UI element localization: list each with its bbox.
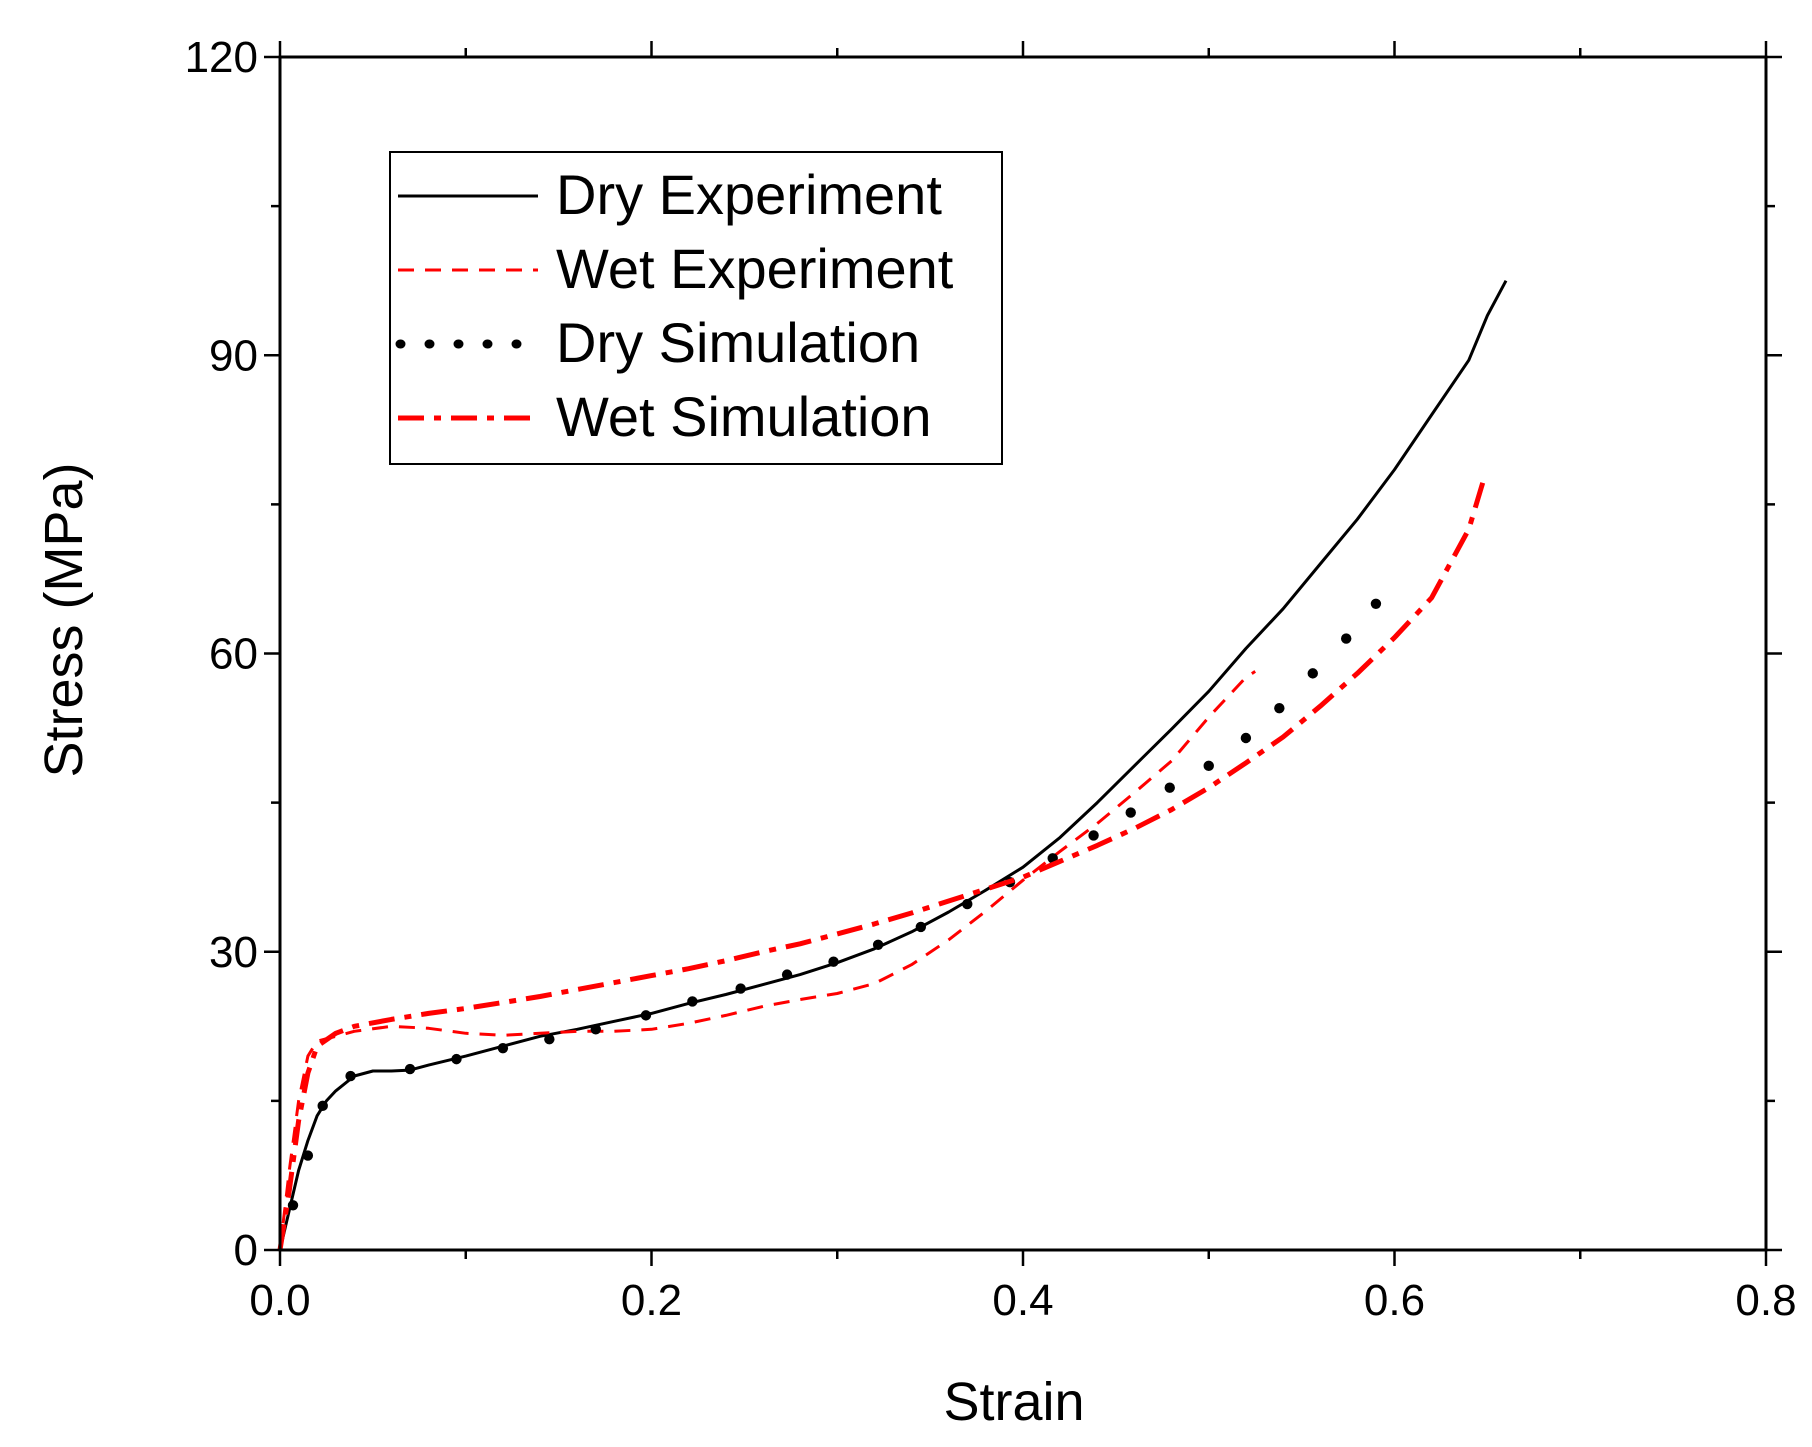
data-point-dry-simulation [1274,702,1285,714]
series-dry-simulation [287,598,1382,1211]
data-point-dry-simulation [1240,732,1252,744]
x-tick-label: 0.2 [621,1276,682,1325]
data-point-dry-simulation [1203,760,1214,772]
series-line-wet-simulation [277,478,1487,1251]
legend-item-dry-simulation: Dry Simulation [395,311,920,374]
data-point-dry-simulation [687,996,698,1007]
legend-box [389,151,1003,465]
axis-ticks [264,41,1782,1266]
legend-item-dry-experiment: Dry Experiment [398,163,942,226]
data-point-dry-simulation [451,1053,462,1065]
data-point-dry-simulation [735,983,746,994]
y-tick-label: 0 [234,1226,258,1275]
data-point-dry-simulation [317,1100,328,1112]
data-point-dry-simulation [345,1070,356,1082]
data-point-dry-simulation [497,1042,509,1054]
legend-item-wet-experiment: Wet Experiment [398,237,954,300]
data-point-dry-simulation [404,1063,416,1075]
legend-label-dry-experiment: Dry Experiment [556,163,942,226]
legend-item-wet-simulation: Wet Simulation [398,385,932,448]
data-point-dry-simulation [1341,633,1352,644]
axis-tick-labels: 0.0 0.2 0.4 0.6 0.8 0 30 60 90 120 [185,33,1797,1325]
x-tick-label: 0.4 [992,1276,1053,1325]
data-point-dry-simulation [781,969,793,980]
data-point-dry-simulation [962,898,973,910]
series-layer [277,279,1508,1251]
data-point-dry-simulation [1164,782,1175,793]
y-tick-label: 30 [209,928,258,977]
y-tick-label: 60 [209,630,258,679]
data-point-dry-simulation [544,1034,555,1045]
data-point-dry-simulation [828,956,839,967]
x-tick-label: 0.0 [249,1276,310,1325]
x-tick-label: 0.8 [1735,1276,1796,1325]
legend-label-wet-simulation: Wet Simulation [556,385,932,448]
legend-label-dry-simulation: Dry Simulation [556,311,920,374]
data-point-dry-simulation [872,939,884,950]
y-tick-label: 120 [185,33,258,82]
x-axis-title: Strain [943,1372,1084,1432]
data-point-dry-simulation [1370,598,1382,609]
data-point-dry-simulation [1088,830,1099,841]
data-point-dry-simulation [590,1024,601,1035]
data-point-dry-simulation [1307,668,1318,679]
data-point-dry-simulation [287,1200,299,1211]
y-axis-title: Stress (MPa) [34,462,94,777]
series-line-wet-experiment [278,670,1257,1251]
legend-label-wet-experiment: Wet Experiment [556,237,954,300]
data-point-dry-simulation [1125,807,1136,818]
data-point-dry-simulation [915,921,927,933]
y-tick-label: 90 [209,331,258,380]
x-tick-label: 0.6 [1364,1276,1425,1325]
data-point-dry-simulation [640,1010,652,1021]
legend: Dry Experiment Wet Experiment Dry Simula… [389,151,1003,465]
data-point-dry-simulation [302,1150,314,1161]
